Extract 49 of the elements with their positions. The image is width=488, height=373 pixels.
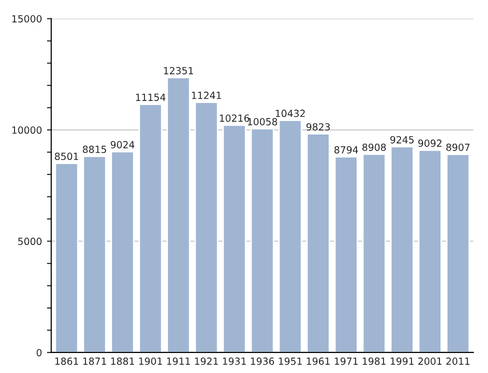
bar: [110, 150, 134, 352]
data-label: 10432: [276, 110, 305, 118]
bar: [166, 76, 190, 352]
x-tick-label: 1971: [334, 358, 358, 365]
data-label: 11241: [192, 92, 221, 99]
data-label: 11154: [136, 94, 166, 101]
bar: [334, 156, 358, 352]
data-label: 8907: [446, 144, 470, 151]
bar: [418, 149, 442, 352]
data-label: 8501: [54, 152, 78, 160]
y-tick-label: 0: [36, 348, 42, 356]
x-tick-label: 1981: [362, 358, 386, 365]
data-label: 10058: [248, 118, 278, 126]
data-label: 12351: [164, 66, 193, 74]
bar: [446, 154, 470, 352]
bar: [138, 104, 162, 352]
data-label: 9245: [390, 136, 414, 144]
y-tick-label: 15000: [12, 15, 42, 22]
y-tick-label: 5000: [18, 238, 42, 246]
data-label: 9092: [418, 140, 442, 147]
data-label: 9024: [110, 141, 134, 148]
x-tick-label: 1911: [167, 358, 190, 365]
bar: [222, 124, 246, 352]
y-tick-label: 10000: [12, 126, 42, 134]
x-tick-label: 1951: [278, 358, 302, 365]
x-tick-label: 1961: [306, 358, 330, 365]
x-tick-label: 1871: [83, 358, 106, 365]
bar: [194, 102, 218, 352]
x-tick-label: 1881: [111, 358, 134, 365]
x-tick-label: 1921: [195, 358, 218, 365]
data-label: 9823: [306, 123, 330, 131]
data-label: 8794: [334, 146, 358, 154]
x-tick-label: 1861: [55, 358, 78, 365]
bar: [250, 128, 274, 352]
x-tick-label: 2001: [418, 358, 442, 365]
data-label: 10216: [220, 114, 250, 122]
bar: [362, 154, 386, 352]
bar: [390, 146, 414, 352]
bar: [82, 156, 106, 352]
bar: [54, 162, 78, 352]
x-tick-label: 1991: [390, 358, 414, 365]
bar: [278, 120, 302, 352]
x-tick-label: 1901: [139, 358, 162, 365]
data-label: 8815: [82, 146, 106, 154]
data-label: 8908: [362, 144, 386, 151]
x-tick-label: 1931: [223, 358, 246, 365]
bar: [306, 133, 330, 352]
x-tick-label: 2011: [446, 358, 470, 365]
x-tick-label: 1936: [250, 358, 274, 365]
